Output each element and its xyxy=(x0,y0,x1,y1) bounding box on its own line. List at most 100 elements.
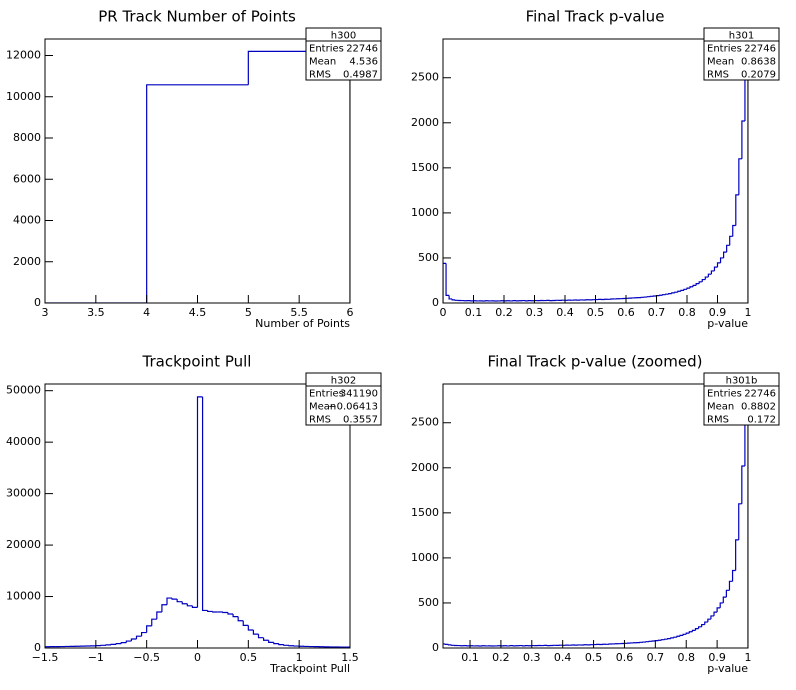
x-tick-label: 0.2 xyxy=(492,651,510,664)
histogram-bin xyxy=(732,224,736,237)
histogram-bin xyxy=(125,640,132,643)
y-tick-label: 500 xyxy=(418,596,439,609)
histogram-bin xyxy=(710,270,715,275)
y-tick-label: 2000 xyxy=(411,116,439,129)
stats-title: h300 xyxy=(331,31,356,42)
x-tick-label: 0.5 xyxy=(240,651,258,664)
histogram-bin xyxy=(735,194,739,226)
histogram-bin xyxy=(222,611,228,614)
chart-title: Trackpoint Pull xyxy=(142,353,252,371)
histogram-bin xyxy=(719,257,724,263)
histogram-bin xyxy=(683,288,687,291)
x-tick-label: 0.6 xyxy=(616,651,634,664)
histogram-bin xyxy=(662,294,666,296)
histogram-bin xyxy=(156,611,162,620)
x-tick-label: 0.8 xyxy=(678,306,696,319)
y-tick-label: 0 xyxy=(432,296,439,309)
histogram-bin xyxy=(668,293,672,295)
stats-value: 0.4987 xyxy=(343,70,378,81)
y-tick-label: 4000 xyxy=(13,214,41,227)
histogram-bin xyxy=(237,616,244,622)
histogram-bin xyxy=(443,643,446,645)
histogram-bin xyxy=(741,120,745,159)
y-tick-label: 20000 xyxy=(6,538,41,551)
y-tick-label: 0 xyxy=(432,641,439,654)
histogram-bin xyxy=(682,633,687,636)
histogram-bin xyxy=(257,634,264,639)
histogram-bin xyxy=(677,290,681,293)
stats-value: 0.8802 xyxy=(741,402,776,413)
stats-value: 0.172 xyxy=(747,415,776,426)
stats-value: 22746 xyxy=(346,44,378,55)
y-tick-label: 6000 xyxy=(13,172,41,185)
x-tick-label: 3.5 xyxy=(87,306,105,319)
x-tick-label: 0.3 xyxy=(526,306,544,319)
histogram-bin xyxy=(685,632,690,635)
stats-value: 0.8638 xyxy=(741,57,776,68)
histogram-bin xyxy=(252,629,259,635)
histogram-bin xyxy=(686,287,691,290)
histogram-bin xyxy=(694,628,699,631)
x-tick-label: 4 xyxy=(143,306,150,319)
x-tick-label: 0.1 xyxy=(465,306,483,319)
histogram-bin xyxy=(704,621,708,625)
plot-area xyxy=(443,384,748,648)
histogram-bin xyxy=(725,589,730,598)
x-tick-label: 0.6 xyxy=(617,306,635,319)
histogram-bin xyxy=(676,635,681,638)
stats-title: h301 xyxy=(729,31,754,42)
y-tick-label: 10000 xyxy=(6,590,41,603)
stats-box xyxy=(703,27,780,81)
x-tick-label: 0.5 xyxy=(585,651,603,664)
histogram-bin xyxy=(688,631,693,634)
stats-label: Entries xyxy=(707,44,742,55)
histogram-bin xyxy=(692,284,697,287)
y-tick-label: 1000 xyxy=(411,551,439,564)
plot-area xyxy=(45,50,350,303)
stats-value: 341190 xyxy=(340,389,378,400)
histogram-bin xyxy=(701,278,706,282)
histogram-bin xyxy=(695,283,700,286)
y-tick-label: 1500 xyxy=(411,161,439,174)
y-tick-label: 8000 xyxy=(13,131,41,144)
histogram-bin xyxy=(729,235,733,246)
histogram-bin xyxy=(667,638,671,640)
histogram-bin xyxy=(232,614,239,618)
y-tick-label: 0 xyxy=(34,641,41,654)
x-tick-label: 1 xyxy=(745,651,752,664)
y-tick-label: 1000 xyxy=(411,206,439,219)
histogram-bin xyxy=(45,646,51,648)
histogram-bin xyxy=(670,637,674,639)
histogram-bin xyxy=(247,50,350,303)
stats-value: 0.2079 xyxy=(741,70,776,81)
histogram-bin xyxy=(186,603,193,607)
stats-label: Entries xyxy=(707,389,742,400)
y-tick-label: 500 xyxy=(418,251,439,264)
x-tick-label: 4.5 xyxy=(189,306,207,319)
x-tick-label: 0 xyxy=(440,306,447,319)
histogram-bin xyxy=(212,611,218,613)
x-tick-label: 3 xyxy=(42,306,49,319)
y-tick-label: 12000 xyxy=(6,49,41,62)
histogram-bin xyxy=(176,599,183,603)
histogram-bin xyxy=(738,158,742,195)
histogram-bin xyxy=(191,605,198,608)
histogram-bin xyxy=(716,607,721,613)
y-tick-label: 0 xyxy=(34,296,41,309)
histogram-bin xyxy=(242,620,249,626)
histogram-bin xyxy=(262,637,269,641)
histogram-bin xyxy=(273,642,279,645)
histogram-bin xyxy=(227,612,234,615)
histogram-bin xyxy=(673,636,677,638)
stats-value: 0.3557 xyxy=(343,415,378,426)
stats-box xyxy=(305,372,382,426)
histogram-bin xyxy=(120,641,127,644)
histogram-bin xyxy=(344,646,350,648)
histogram-bin xyxy=(268,640,274,643)
y-tick-label: 30000 xyxy=(6,487,41,500)
histogram-bin xyxy=(247,625,254,631)
chart-title: PR Track Number of Points xyxy=(98,8,296,26)
histogram-bin xyxy=(679,634,684,637)
